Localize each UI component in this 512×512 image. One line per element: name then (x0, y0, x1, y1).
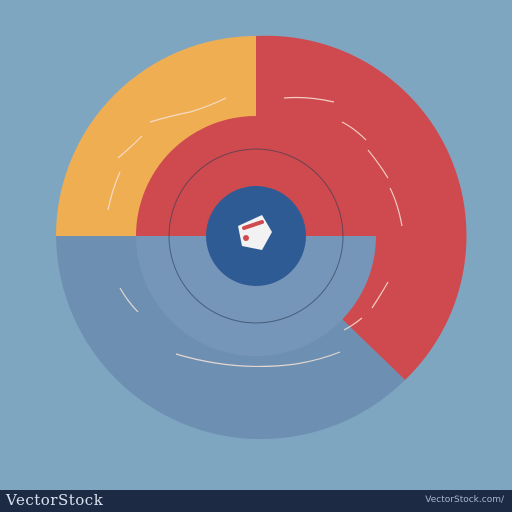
inner-ring (168, 148, 344, 324)
blue-inner-sector (136, 236, 376, 356)
watermark-id: VectorStock.com/ (425, 495, 504, 505)
red-inner-sector (136, 116, 376, 236)
mark-icon (238, 215, 272, 250)
watermark-brand: VectorStock (6, 491, 104, 509)
label-scribbles (107, 96, 403, 368)
footer-bar (0, 490, 512, 512)
